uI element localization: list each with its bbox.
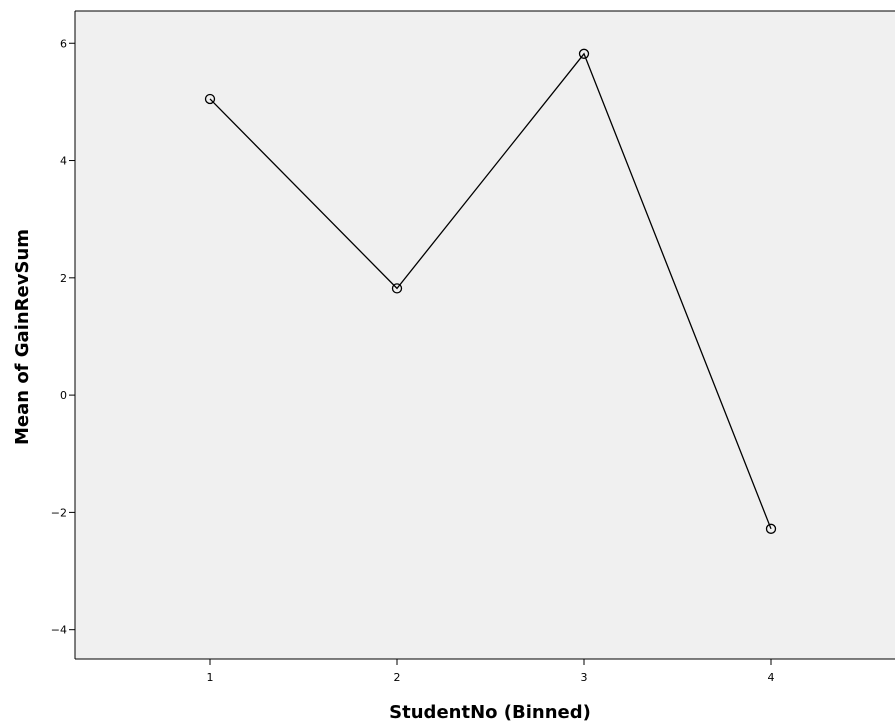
y-tick-label: −2 bbox=[51, 506, 67, 519]
y-tick-label: −4 bbox=[51, 624, 67, 637]
y-tick-label: 4 bbox=[60, 155, 67, 168]
y-tick-label: 6 bbox=[60, 37, 67, 50]
series-layer bbox=[204, 48, 777, 534]
x-tick-label: 2 bbox=[394, 671, 401, 684]
data-point-marker bbox=[765, 523, 777, 534]
data-point-marker bbox=[391, 283, 403, 294]
x-tick-label: 1 bbox=[207, 671, 214, 684]
y-tick-label: 2 bbox=[60, 272, 67, 285]
series-line bbox=[209, 52, 772, 530]
plot-area bbox=[75, 11, 895, 659]
y-tick-label: 0 bbox=[60, 389, 67, 402]
x-tick-label: 4 bbox=[768, 671, 775, 684]
data-point-marker bbox=[204, 93, 216, 105]
data-point-marker bbox=[578, 48, 590, 59]
y-axis-title: Mean of GainRevSum bbox=[12, 229, 33, 445]
x-axis-ticks: 1 2 3 4 bbox=[207, 659, 775, 684]
x-tick-label: 3 bbox=[581, 671, 588, 684]
y-axis-ticks: −4 −2 0 2 4 6 bbox=[51, 37, 75, 637]
x-axis-title: StudentNo (Binned) bbox=[389, 702, 591, 723]
